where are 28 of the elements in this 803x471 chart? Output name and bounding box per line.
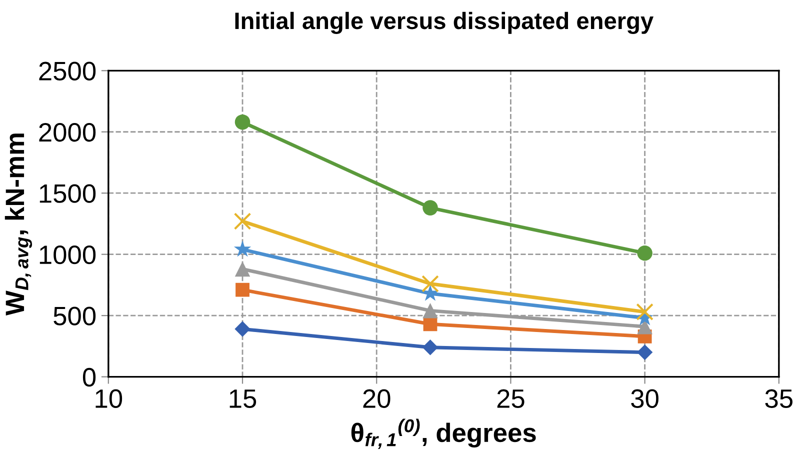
x-tick-label: 30 [631,389,658,408]
point [422,275,439,292]
y-tick-label: 2500 [39,62,96,80]
x-axis-title: θ$_{fr,1}$$^{(0)}$, degrees [351,418,536,449]
x-tick-label: 15 [230,390,256,408]
point [422,340,438,356]
point [234,240,252,257]
point [422,200,438,216]
y-tick-label: 1500 [40,184,96,203]
x-tick-label: 35 [765,389,792,408]
x-tick-label: 25 [497,389,524,408]
y-tick-label: 2000 [39,123,96,142]
y-tick-label: 500 [54,306,96,326]
point [637,245,652,261]
point [234,212,252,230]
chart-title: Initial angle versus dissipated energy [235,12,654,34]
x-tick-label: 10 [96,389,122,408]
y-tick-label: 0 [82,368,96,387]
point [236,282,250,297]
point [234,261,250,277]
point [636,344,653,360]
point [234,321,250,337]
point [422,303,438,318]
y-axis-title: W$_{D,avg}$, kN-mm [4,134,32,316]
x-tick-label: 20 [363,389,390,408]
point [636,303,654,321]
y-tick-label: 1000 [40,245,96,264]
point [234,114,250,130]
